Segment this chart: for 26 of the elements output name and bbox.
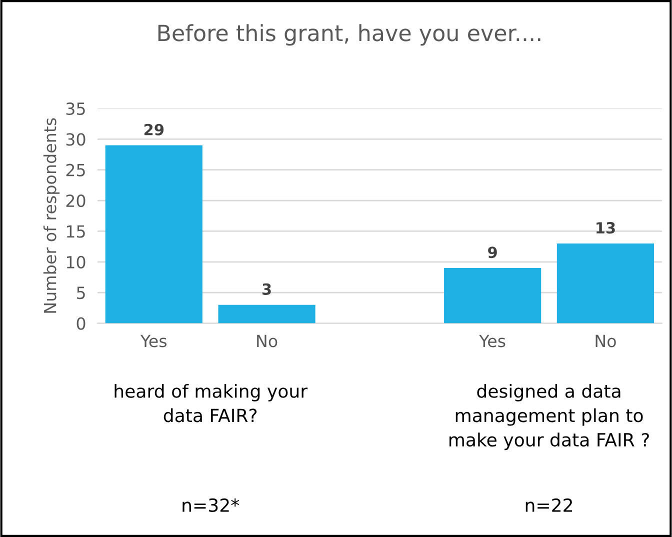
y-tick-label: 5	[77, 286, 85, 300]
y-tick-label: 35	[66, 102, 85, 116]
data-label: 9	[488, 246, 497, 258]
data-label: 13	[596, 222, 615, 234]
y-tick-label: 20	[66, 194, 86, 208]
x-tick-label: Yes	[140, 334, 167, 348]
bar	[218, 304, 316, 324]
y-axis-title: Number of respondents	[43, 118, 60, 313]
text: n=22	[526, 498, 572, 512]
x-tick-label: No	[257, 334, 278, 348]
x-tick-label: No	[596, 334, 616, 348]
data-label: 29	[144, 124, 164, 136]
x-tick-label: Yes	[479, 334, 506, 348]
data-label: 3	[262, 283, 271, 295]
text: heard of making your data FAIR?	[114, 384, 308, 422]
y-tick-label: 0	[76, 317, 86, 330]
chart-title: Before this grant, have you ever....	[158, 24, 540, 46]
y-tick-label: 15	[66, 225, 85, 238]
text: n=32*	[182, 498, 240, 512]
text: designed a data management plan to make your data FAIR ?	[450, 384, 649, 450]
y-tick-label: 25	[66, 164, 85, 176]
bar	[105, 145, 202, 324]
y-tick-label: 10	[66, 256, 86, 268]
bar	[556, 243, 654, 324]
bar	[444, 268, 542, 324]
y-tick-label: 30	[66, 133, 86, 146]
